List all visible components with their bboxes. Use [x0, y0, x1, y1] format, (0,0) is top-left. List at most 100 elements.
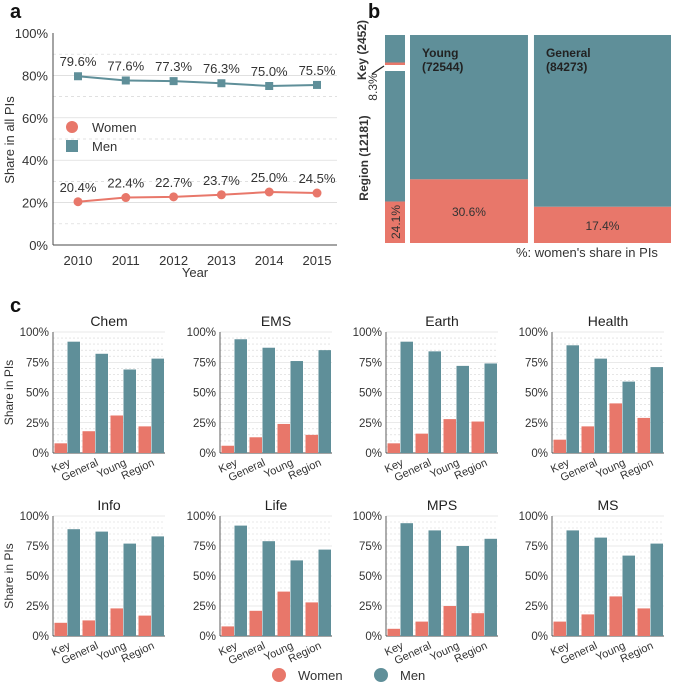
bar-women-general	[581, 614, 594, 636]
bar-men-region	[650, 543, 663, 636]
bar-women-key	[54, 622, 67, 636]
bar-women-young	[443, 606, 456, 636]
mosaic-young-men	[410, 35, 528, 180]
y-tick-label: 50%	[359, 571, 382, 583]
bar-men-key	[234, 525, 247, 636]
mosaic-caption: %: women's share in PIs	[516, 245, 658, 260]
y-tick-label: 0%	[531, 448, 548, 460]
data-point-men	[217, 79, 226, 88]
series-line-men	[77, 75, 318, 88]
y-tick-label: 50%	[525, 571, 548, 583]
mosaic-key-share: 8.3%	[366, 73, 380, 101]
bar-women-young	[609, 596, 622, 636]
bar-women-region	[305, 434, 318, 453]
mosaic-general-label: General	[546, 46, 591, 60]
facet-title: EMS	[261, 313, 291, 329]
y-tick-label: 40%	[22, 153, 48, 168]
data-point-women	[73, 197, 83, 207]
data-label: 77.3%	[155, 59, 192, 74]
data-point-men	[121, 76, 130, 85]
mosaic-key-women	[385, 62, 405, 65]
bar-women-key	[221, 445, 234, 453]
bar-women-region	[305, 602, 318, 636]
y-tick-label: 0%	[365, 448, 382, 460]
y-tick-label: 25%	[26, 601, 49, 613]
bar-men-general	[95, 531, 108, 636]
bar-men-general	[428, 530, 441, 636]
data-label: 24.5%	[299, 171, 336, 186]
bar-men-young	[456, 546, 469, 636]
mosaic-general-share: 17.4%	[585, 219, 619, 233]
bar-men-general	[262, 347, 275, 453]
legend-women-marker	[272, 668, 286, 682]
y-tick-label: 50%	[26, 388, 49, 400]
panel-letter-a: a	[10, 1, 22, 23]
data-point-women	[121, 193, 131, 203]
y-tick-label: 0%	[32, 631, 49, 643]
facet-title: Life	[265, 497, 288, 513]
data-label: 25.0%	[251, 170, 288, 185]
y-tick-label: 100%	[187, 327, 216, 339]
bar-men-young	[290, 361, 303, 453]
bar-men-region	[318, 549, 331, 636]
panel-letter-b: b	[368, 1, 380, 23]
bar-women-key	[553, 621, 566, 636]
x-tick-label: Region	[453, 457, 490, 483]
data-point-women	[216, 190, 226, 200]
bar-men-key	[67, 341, 80, 453]
bar-women-general	[249, 610, 262, 636]
y-tick-label: 75%	[359, 357, 382, 369]
y-tick-label: 80%	[22, 68, 48, 83]
bar-men-region	[151, 536, 164, 636]
data-label: 75.0%	[251, 64, 288, 79]
y-tick-label: 75%	[193, 357, 216, 369]
x-tick-label: Region	[120, 640, 157, 666]
x-tick-label: 2013	[207, 253, 236, 268]
legend-men-label: Men	[400, 668, 425, 683]
data-point-men	[74, 72, 82, 81]
y-tick-label: 75%	[359, 541, 382, 553]
series-line-women	[77, 190, 318, 203]
panel-c-faceted-bar-charts: c0%25%50%75%100%ChemKeyGeneralYoungRegio…	[2, 295, 664, 667]
panel-letter-c: c	[10, 295, 21, 317]
y-tick-label: 0%	[365, 631, 382, 643]
y-axis-title: Share in PIs	[2, 360, 16, 425]
y-tick-label: 100%	[20, 327, 49, 339]
y-tick-label: 0%	[531, 631, 548, 643]
y-tick-label: 20%	[22, 196, 48, 211]
y-tick-label: 75%	[525, 541, 548, 553]
data-point-men	[169, 77, 178, 86]
data-point-women	[169, 192, 179, 202]
mosaic-general-women	[533, 206, 671, 243]
mosaic-region-women	[385, 201, 405, 243]
data-label: 79.6%	[60, 54, 97, 69]
data-point-men	[265, 82, 274, 90]
x-tick-label: 2011	[112, 253, 140, 268]
data-point-women	[264, 187, 274, 197]
mosaic-general-count: (84273)	[546, 60, 587, 74]
facet-health: 0%25%50%75%100%HealthKeyGeneralYoungRegi…	[519, 313, 664, 484]
bar-women-general	[415, 433, 428, 453]
bar-women-general	[249, 437, 262, 453]
bar-women-young	[277, 423, 290, 453]
mosaic-young-women	[410, 179, 528, 243]
mosaic-region-share: 24.1%	[389, 205, 403, 239]
bar-women-young	[609, 403, 622, 453]
facet-title: MPS	[427, 497, 457, 513]
legend-men-label: Men	[92, 139, 117, 154]
bar-women-general	[82, 620, 95, 636]
y-tick-label: 0%	[29, 238, 48, 253]
panel-a-line-chart: a 0% 20% 40% 60% 80% 100% 2010 2011 2012 2013 2014 2…	[2, 1, 337, 280]
panel-c-legend: Women Men	[272, 668, 425, 683]
bar-men-general	[262, 541, 275, 636]
bar-men-young	[456, 365, 469, 453]
data-label: 76.3%	[203, 61, 240, 76]
bar-men-key	[566, 530, 579, 636]
x-tick-label: 2014	[255, 253, 284, 268]
x-tick-label: 2012	[159, 253, 188, 268]
mosaic-general-men	[533, 35, 671, 207]
x-tick-label: 2010	[64, 253, 93, 268]
bar-women-region	[471, 613, 484, 636]
y-tick-label: 75%	[26, 541, 49, 553]
x-tick-label: Region	[453, 640, 490, 666]
